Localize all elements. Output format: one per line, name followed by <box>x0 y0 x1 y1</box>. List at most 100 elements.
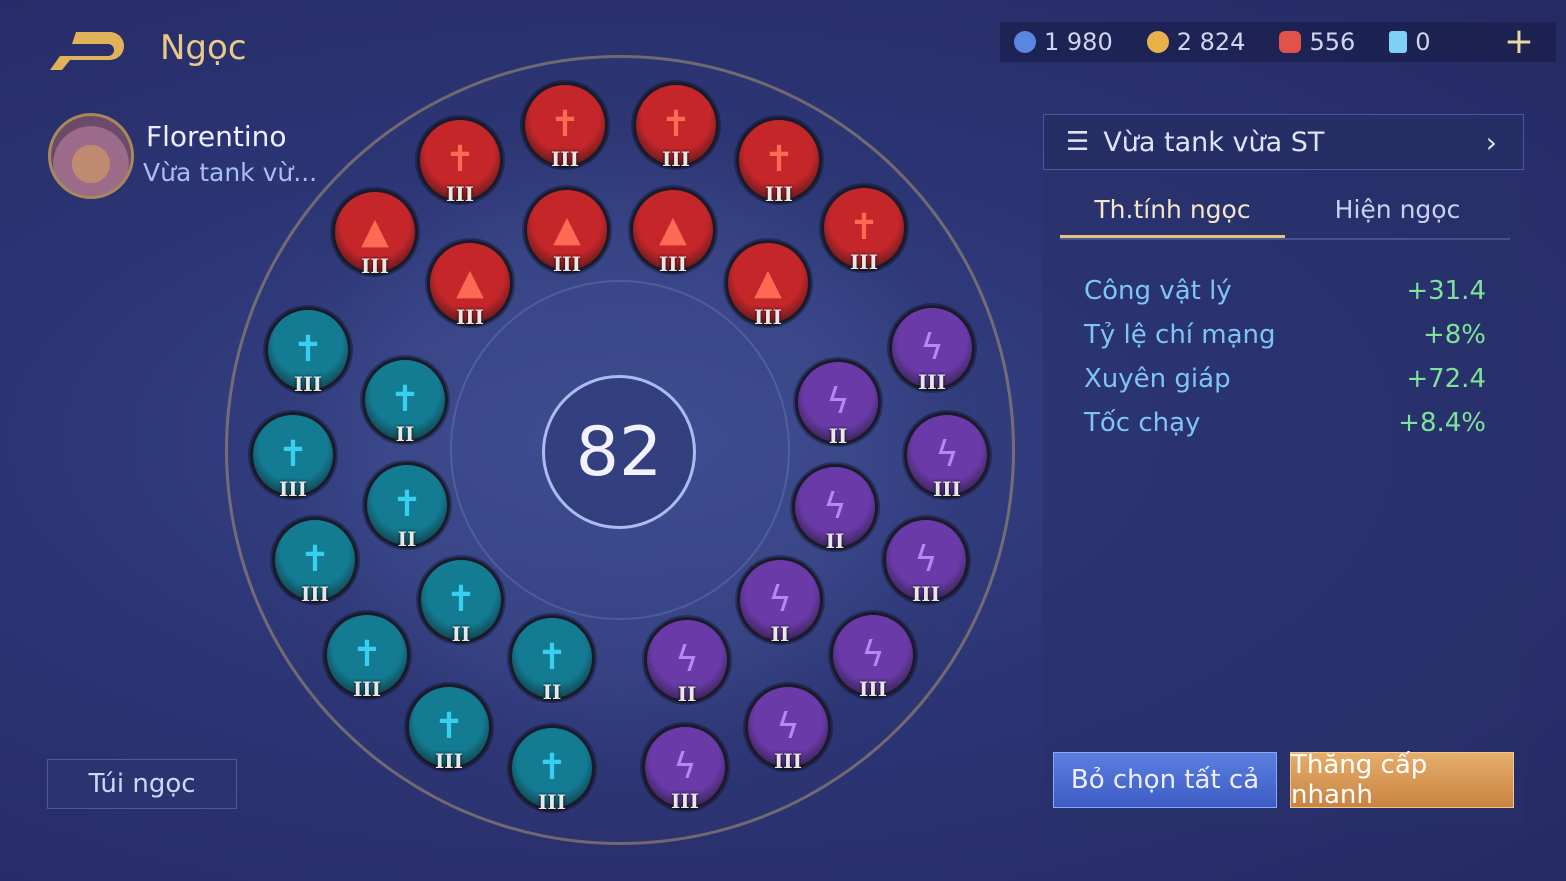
sword-icon: ✝ <box>848 207 880 248</box>
sword-icon: ✝ <box>445 579 477 620</box>
list-icon: ☰ <box>1066 127 1090 157</box>
currency-value: 0 <box>1415 28 1431 56</box>
bolt-icon: ϟ <box>673 746 697 787</box>
sword-icon: ✝ <box>763 139 795 180</box>
gem-slot-blue-sword[interactable]: ✝ III <box>509 725 595 814</box>
sword-icon: ✝ <box>391 484 423 525</box>
stat-label: Công vật lý <box>1084 276 1232 306</box>
gem-slot-purple-bolt[interactable]: ϟ III <box>745 684 831 773</box>
stat-value: +8.4% <box>1398 408 1486 438</box>
gem-tier: III <box>753 305 783 329</box>
currency-value: 556 <box>1309 28 1356 56</box>
gem-slot-blue-sword[interactable]: ✝ II <box>362 357 448 446</box>
gem-slot-purple-bolt[interactable]: ϟ III <box>830 612 916 701</box>
gem-tier: II <box>677 682 697 706</box>
gem-tier: II <box>451 622 471 646</box>
gem-slot-purple-bolt[interactable]: ϟ III <box>889 305 975 394</box>
deselect-all-button[interactable]: Bỏ chọn tất cả <box>1053 752 1277 808</box>
stat-label: Tốc chạy <box>1084 408 1201 438</box>
stat-row: Xuyên giáp +72.4 <box>1084 360 1486 404</box>
sword-icon: ✝ <box>292 329 324 370</box>
quick-upgrade-button[interactable]: Thăng cấp nhanh <box>1290 750 1514 810</box>
gem-slot-blue-sword[interactable]: ✝ III <box>324 612 410 701</box>
gem-set-selector[interactable]: ☰ Vừa tank vừa ST › <box>1043 114 1524 170</box>
gem-tier: II <box>825 529 845 553</box>
gem-slot-red-flame[interactable]: ▲ III <box>332 189 418 278</box>
gem-slot-red-sword[interactable]: ✝ III <box>736 117 822 206</box>
gem-tier: II <box>542 680 562 704</box>
tab-show-gems[interactable]: Hiện ngọc <box>1334 195 1461 224</box>
bolt-icon: ϟ <box>914 539 938 580</box>
gem-slot-purple-bolt[interactable]: ϟ III <box>642 724 728 813</box>
stat-row: Công vật lý +31.4 <box>1084 272 1486 316</box>
gem-slot-blue-sword[interactable]: ✝ II <box>418 557 504 646</box>
gem-slot-purple-bolt[interactable]: ϟ II <box>795 359 881 448</box>
flame-icon: ▲ <box>553 209 581 250</box>
bolt-icon: ϟ <box>776 706 800 747</box>
hero-name: Florentino <box>146 120 287 153</box>
gem-slot-purple-bolt[interactable]: ϟ III <box>904 412 990 501</box>
stats-list: Công vật lý +31.4 Tỷ lệ chí mạng +8% Xuyên… <box>1084 272 1486 448</box>
gem-slot-red-flame[interactable]: ▲ III <box>524 187 610 276</box>
sword-icon: ✝ <box>536 637 568 678</box>
sword-icon: ✝ <box>433 706 465 747</box>
back-arrow-icon[interactable] <box>48 28 128 72</box>
gem-bag-button[interactable]: Túi ngọc <box>47 759 237 809</box>
gem-tier: III <box>670 789 700 813</box>
stat-value: +8% <box>1422 320 1486 350</box>
gem-slot-red-flame[interactable]: ▲ III <box>427 240 513 329</box>
gem-tier: III <box>917 370 947 394</box>
gem-tier: II <box>397 527 417 551</box>
gem-slot-purple-bolt[interactable]: ϟ III <box>883 517 969 606</box>
tab-gem-stats[interactable]: Th.tính ngọc <box>1060 185 1285 238</box>
gem-slot-red-flame[interactable]: ▲ III <box>725 240 811 329</box>
bolt-icon: ϟ <box>935 434 959 475</box>
gem-slot-blue-sword[interactable]: ✝ II <box>509 615 595 704</box>
bolt-icon: ϟ <box>675 639 699 680</box>
currency-blue-coin: 1 980 <box>1014 28 1113 56</box>
gem-tier: III <box>858 677 888 701</box>
bolt-icon: ϟ <box>826 381 850 422</box>
gem-tier: III <box>550 147 580 171</box>
gem-slot-blue-sword[interactable]: ✝ III <box>272 517 358 606</box>
flame-icon: ▲ <box>456 262 484 303</box>
bolt-icon: ϟ <box>920 327 944 368</box>
gem-slot-blue-sword[interactable]: ✝ III <box>250 412 336 501</box>
page-title: Ngọc <box>160 28 247 68</box>
gem-slot-blue-sword[interactable]: ✝ II <box>364 462 450 551</box>
flame-icon: ▲ <box>659 209 687 250</box>
gem-tier: II <box>395 422 415 446</box>
total-gem-level: 82 <box>542 375 696 529</box>
flame-icon: ▲ <box>361 211 389 252</box>
gem-slot-blue-sword[interactable]: ✝ III <box>406 684 492 773</box>
gem-slot-purple-bolt[interactable]: ϟ II <box>644 617 730 706</box>
gem-slot-purple-bolt[interactable]: ϟ II <box>737 557 823 646</box>
stat-value: +31.4 <box>1406 276 1486 306</box>
gem-tier: III <box>911 582 941 606</box>
sword-icon: ✝ <box>277 434 309 475</box>
currency-gold-coin: 2 824 <box>1146 28 1245 56</box>
gem-slot-purple-bolt[interactable]: ϟ II <box>792 464 878 553</box>
gem-tier: III <box>278 477 308 501</box>
gem-tier: II <box>828 424 848 448</box>
gem-slot-red-flame[interactable]: ▲ III <box>630 187 716 276</box>
gem-slot-blue-sword[interactable]: ✝ III <box>265 307 351 396</box>
gem-slot-red-sword[interactable]: ✝ III <box>522 82 608 171</box>
gem-tier: II <box>770 622 790 646</box>
sword-icon: ✝ <box>660 104 692 145</box>
gem-tier: III <box>773 749 803 773</box>
chevron-right-icon: › <box>1485 125 1497 159</box>
bolt-icon: ϟ <box>861 634 885 675</box>
stat-label: Tỷ lệ chí mạng <box>1084 320 1276 350</box>
gem-slot-red-sword[interactable]: ✝ III <box>821 185 907 274</box>
gem-slot-red-sword[interactable]: ✝ III <box>633 82 719 171</box>
gem-tier: III <box>552 252 582 276</box>
hero-avatar[interactable] <box>48 113 134 199</box>
gem-tier: III <box>764 182 794 206</box>
add-currency-button[interactable]: + <box>1503 21 1534 62</box>
sword-icon: ✝ <box>444 139 476 180</box>
sword-icon: ✝ <box>389 379 421 420</box>
gem-slot-red-sword[interactable]: ✝ III <box>417 117 503 206</box>
bolt-icon: ϟ <box>823 486 847 527</box>
gem-tier: III <box>445 182 475 206</box>
